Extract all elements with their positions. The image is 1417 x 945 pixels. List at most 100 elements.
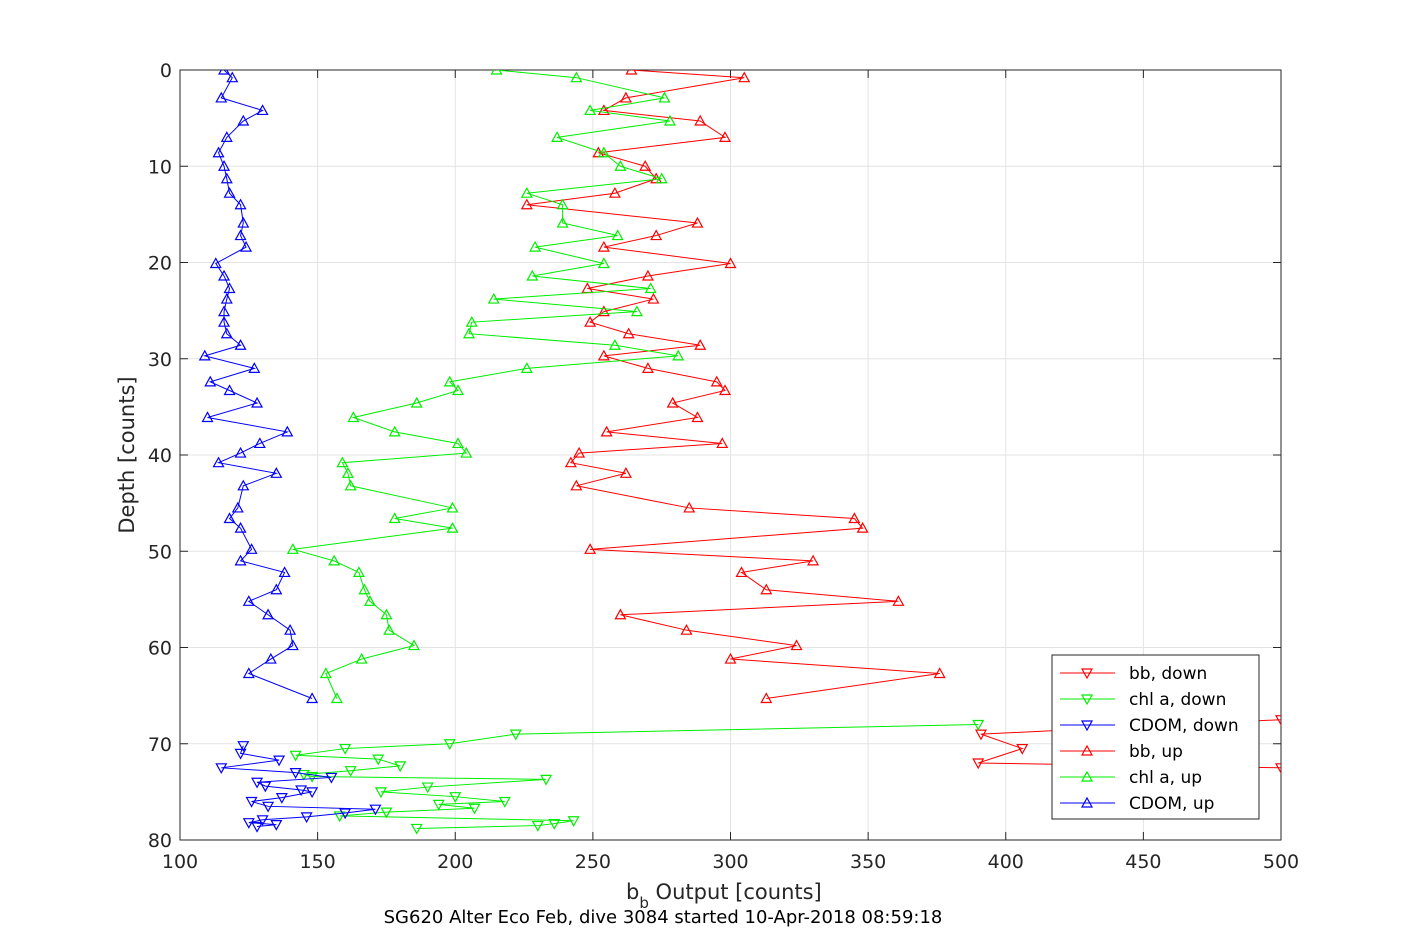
data-point — [421, 782, 434, 794]
x-tick-label: 350 — [850, 851, 886, 873]
data-point — [234, 229, 247, 241]
data-point — [220, 292, 233, 304]
legend-marker — [1080, 770, 1094, 782]
data-point — [251, 777, 264, 789]
data-point — [347, 411, 360, 423]
data-point — [1274, 763, 1281, 775]
data-point — [270, 820, 283, 831]
data-point — [451, 384, 465, 396]
data-point — [487, 292, 500, 304]
chart-caption: SG620 Alter Eco Feb, dive 3084 started 1… — [384, 907, 943, 928]
data-point — [724, 652, 737, 664]
data-point — [1016, 743, 1029, 755]
data-point — [597, 257, 610, 269]
data-point — [234, 198, 247, 210]
data-point — [498, 796, 511, 808]
data-point — [1274, 715, 1281, 726]
data-point — [306, 771, 319, 783]
data-point — [237, 741, 250, 752]
data-point — [567, 816, 580, 827]
legend-label: CDOM, down — [1129, 716, 1239, 736]
data-point — [735, 566, 748, 578]
data-point — [694, 339, 707, 350]
legend-marker — [1080, 668, 1094, 680]
series-line-chl-a-down — [295, 724, 979, 829]
legend-label: chl a, down — [1129, 690, 1226, 710]
data-point — [526, 269, 539, 281]
data-point — [622, 327, 635, 339]
x-axis-label-suffix: Output [counts] — [649, 880, 822, 904]
data-point — [597, 305, 610, 317]
data-point — [933, 667, 946, 679]
data-point — [256, 815, 269, 827]
data-point — [658, 91, 671, 103]
data-point — [551, 131, 564, 142]
data-point — [281, 425, 294, 437]
data-point — [286, 543, 299, 554]
data-point — [218, 160, 231, 171]
data-point — [358, 583, 371, 595]
data-point — [234, 339, 247, 350]
data-point — [273, 755, 286, 767]
data-point — [325, 772, 338, 784]
data-point — [212, 146, 225, 158]
data-point — [760, 692, 773, 704]
data-point — [760, 583, 773, 595]
data-point — [584, 104, 597, 116]
data-point — [341, 467, 354, 478]
y-tick-label: 40 — [148, 445, 172, 467]
x-axis-label-subscript: b — [639, 894, 649, 912]
data-point — [520, 362, 533, 373]
data-point — [201, 411, 214, 423]
data-point — [212, 456, 225, 468]
legend-box — [1051, 654, 1260, 820]
data-point — [663, 114, 676, 126]
data-point — [270, 467, 283, 478]
data-point — [306, 692, 319, 704]
data-point — [468, 803, 481, 815]
data-point — [380, 608, 393, 620]
data-point — [284, 623, 297, 635]
legend-marker — [1080, 744, 1094, 756]
data-point — [641, 362, 654, 373]
data-point — [286, 639, 299, 651]
data-point — [460, 446, 473, 458]
data-point — [672, 349, 685, 361]
data-point — [278, 566, 291, 578]
data-point — [223, 186, 236, 198]
data-point — [619, 467, 632, 478]
data-point — [220, 327, 233, 339]
data-point — [446, 521, 459, 533]
x-tick-label: 100 — [162, 851, 198, 873]
series-bb-up — [520, 70, 946, 704]
x-axis-label-main: b — [626, 880, 639, 904]
data-point — [344, 766, 357, 777]
axis-ticks: 100 150 200 250 300 350 400 450 500 0 10 20 30 40 50 60… — [148, 60, 1299, 873]
data-point — [328, 554, 341, 566]
data-point — [974, 729, 987, 741]
data-point — [625, 70, 638, 75]
data-point — [724, 257, 737, 269]
x-tick-label: 250 — [575, 851, 611, 873]
x-tick-label: 500 — [1263, 851, 1299, 873]
legend-entries: bb, down chl a, down CDOM, down bb, up chl a… — [1060, 664, 1239, 814]
y-tick-label: 60 — [148, 638, 172, 660]
data-point — [344, 479, 357, 491]
data-point — [710, 375, 723, 387]
data-point — [410, 823, 423, 835]
data-point — [443, 375, 456, 387]
data-point — [380, 807, 393, 819]
y-tick-label: 50 — [148, 541, 172, 563]
data-point — [691, 411, 704, 423]
data-point — [289, 750, 302, 762]
data-point — [892, 595, 905, 606]
data-point — [564, 456, 577, 468]
data-point — [718, 384, 732, 396]
data-point — [237, 479, 250, 491]
data-point — [223, 282, 236, 294]
data-point — [432, 799, 445, 811]
data-point — [790, 639, 803, 651]
data-point — [641, 269, 654, 281]
